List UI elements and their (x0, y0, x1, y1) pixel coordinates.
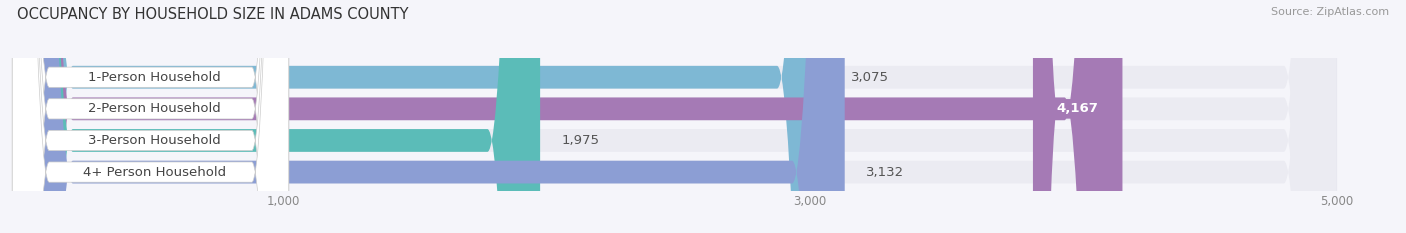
FancyBboxPatch shape (13, 0, 288, 233)
Text: 3,132: 3,132 (866, 166, 904, 178)
FancyBboxPatch shape (13, 0, 288, 233)
FancyBboxPatch shape (13, 0, 288, 233)
FancyBboxPatch shape (20, 0, 1337, 233)
FancyBboxPatch shape (20, 0, 1118, 233)
FancyBboxPatch shape (13, 0, 288, 233)
Text: 3-Person Household: 3-Person Household (89, 134, 221, 147)
FancyBboxPatch shape (20, 0, 540, 233)
FancyBboxPatch shape (20, 0, 1337, 233)
Text: 1,975: 1,975 (561, 134, 599, 147)
Text: OCCUPANCY BY HOUSEHOLD SIZE IN ADAMS COUNTY: OCCUPANCY BY HOUSEHOLD SIZE IN ADAMS COU… (17, 7, 408, 22)
FancyBboxPatch shape (20, 0, 1337, 233)
FancyBboxPatch shape (20, 0, 830, 233)
Text: 4+ Person Household: 4+ Person Household (83, 166, 226, 178)
FancyBboxPatch shape (20, 0, 1337, 233)
Text: 3,075: 3,075 (851, 71, 889, 84)
FancyBboxPatch shape (1033, 0, 1122, 233)
Text: 1-Person Household: 1-Person Household (89, 71, 221, 84)
Text: 4,167: 4,167 (1057, 102, 1098, 115)
FancyBboxPatch shape (20, 0, 845, 233)
Text: Source: ZipAtlas.com: Source: ZipAtlas.com (1271, 7, 1389, 17)
Text: 2-Person Household: 2-Person Household (89, 102, 221, 115)
